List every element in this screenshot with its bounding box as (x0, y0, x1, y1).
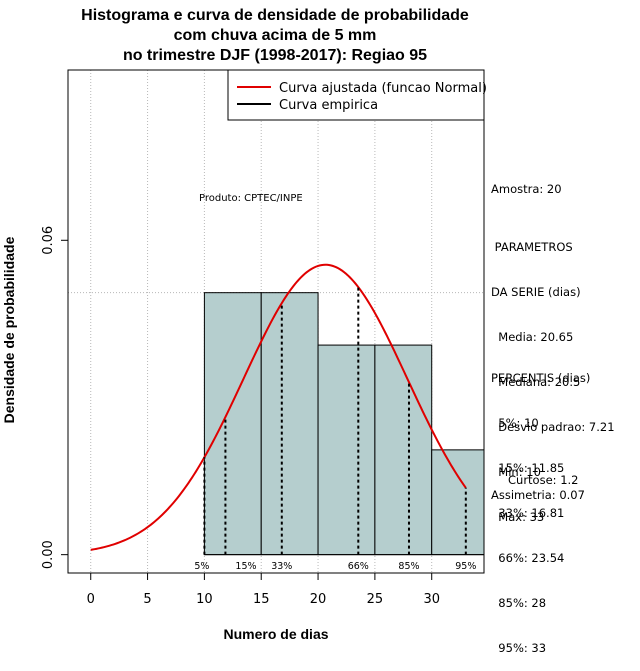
percentiles-line: 33%: 16.81 (491, 506, 565, 520)
x-axis-label: Numero de dias (223, 626, 329, 642)
legend-label: Curva ajustada (funcao Normal) (279, 81, 487, 96)
percentile-label: 85% (398, 561, 419, 572)
x-tick-label: 5 (143, 592, 151, 607)
percentiles-block: PERCENTIS (dias) 5%: 10 15%: 11.85 33%: … (491, 341, 590, 671)
percentiles-line: 5%: 10 (491, 416, 539, 430)
chart-title-line-1: Histograma e curva de densidade de proba… (81, 7, 469, 24)
percentile-label: 5% (194, 561, 209, 572)
percentiles-line: 95%: 33 (491, 641, 547, 655)
x-tick-label: 10 (196, 592, 213, 607)
legend-label: Curva empirica (279, 98, 378, 113)
normal-fit-curve (90, 263, 467, 551)
y-tick-label: 0.06 (41, 226, 56, 255)
parameters-line: Min: 10 (491, 465, 541, 479)
kurtosis-text: Curtose: 1.2 (508, 473, 579, 487)
percentiles-line: 85%: 28 (491, 596, 547, 610)
x-tick-label: 30 (423, 592, 440, 607)
parameters-line: Media: 20.65 (491, 330, 574, 344)
histogram-bar (317, 344, 376, 556)
percentiles-line: 15%: 11.85 (491, 461, 565, 475)
skewness-text: Assimetria: 0.07 (491, 488, 585, 502)
histogram-bar (431, 449, 485, 556)
histogram-bar (260, 292, 319, 556)
percentile-label: 95% (455, 561, 476, 572)
series-parameters-block: PARAMETROS DA SERIE (dias) Media: 20.65 … (491, 210, 615, 540)
parameters-line: Mediana: 20.5 (491, 375, 581, 389)
percentiles-line: PERCENTIS (dias) (491, 371, 591, 385)
percentiles-line: 66%: 23.54 (491, 551, 565, 565)
percentile-label: 15% (235, 561, 256, 572)
y-tick-label: 0.00 (41, 540, 56, 569)
chart-title-line-2: com chuva acima de 5 mm (173, 27, 377, 44)
histogram-bar (203, 292, 262, 556)
percentile-label: 66% (348, 561, 369, 572)
legend-box (227, 69, 485, 121)
x-tick-label: 15 (253, 592, 270, 607)
parameters-line: Desvio padrao: 7.21 (491, 420, 615, 434)
percentile-label: 33% (271, 561, 292, 572)
x-tick-label: 0 (87, 592, 95, 607)
histogram-bar (374, 344, 433, 556)
y-axis-label: Densidade de probabilidade (1, 236, 17, 424)
sample-size-text: Amostra: 20 (491, 182, 562, 196)
parameters-line: DA SERIE (dias) (491, 285, 581, 299)
x-tick-label: 25 (367, 592, 384, 607)
parameters-line: PARAMETROS (491, 240, 573, 254)
parameters-line: Max: 33 (491, 510, 545, 524)
chart-title-line-3: no trimestre DJF (1998-2017): Regiao 95 (122, 47, 428, 64)
x-tick-label: 20 (310, 592, 327, 607)
credit-text: Produto: CPTEC/INPE (199, 193, 303, 204)
